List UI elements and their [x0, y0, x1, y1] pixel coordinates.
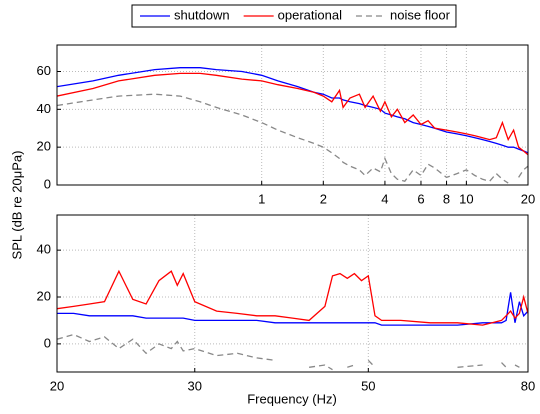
- y-axis-label: SPL (dB re 20μPa): [9, 151, 24, 260]
- legend-label: operational: [278, 7, 342, 22]
- y-tick-label: 20: [37, 139, 51, 154]
- y-tick-label: 40: [37, 101, 51, 116]
- x-tick-label: 6: [417, 191, 424, 206]
- x-tick-label: 10: [459, 191, 473, 206]
- x-tick-label: 80: [521, 378, 535, 393]
- axes-frame: [56, 44, 529, 186]
- y-tick-label: 60: [37, 63, 51, 78]
- data-line: [57, 335, 528, 370]
- x-tick-label: 8: [443, 191, 450, 206]
- y-tick-label: 20: [37, 288, 51, 303]
- data-line: [57, 292, 528, 326]
- x-tick-label: 50: [361, 378, 375, 393]
- y-tick-label: 0: [44, 335, 51, 350]
- x-tick-label: 20: [50, 378, 64, 393]
- legend-label: shutdown: [174, 7, 230, 22]
- x-tick-label: 2: [320, 191, 327, 206]
- x-tick-label: 30: [188, 378, 202, 393]
- data-line: [57, 269, 528, 326]
- x-tick-label: 1: [258, 191, 265, 206]
- y-tick-label: 0: [44, 176, 51, 191]
- legend-label: noise floor: [390, 7, 451, 22]
- x-tick-label: 4: [381, 191, 388, 206]
- data-line: [57, 93, 528, 184]
- x-axis-label: Frequency (Hz): [247, 391, 337, 406]
- data-line: [57, 67, 528, 154]
- legend-frame: [131, 4, 457, 28]
- axes-frame: [56, 214, 529, 373]
- data-line: [57, 72, 528, 156]
- y-tick-label: 40: [37, 242, 51, 257]
- x-tick-label: 20: [521, 191, 535, 206]
